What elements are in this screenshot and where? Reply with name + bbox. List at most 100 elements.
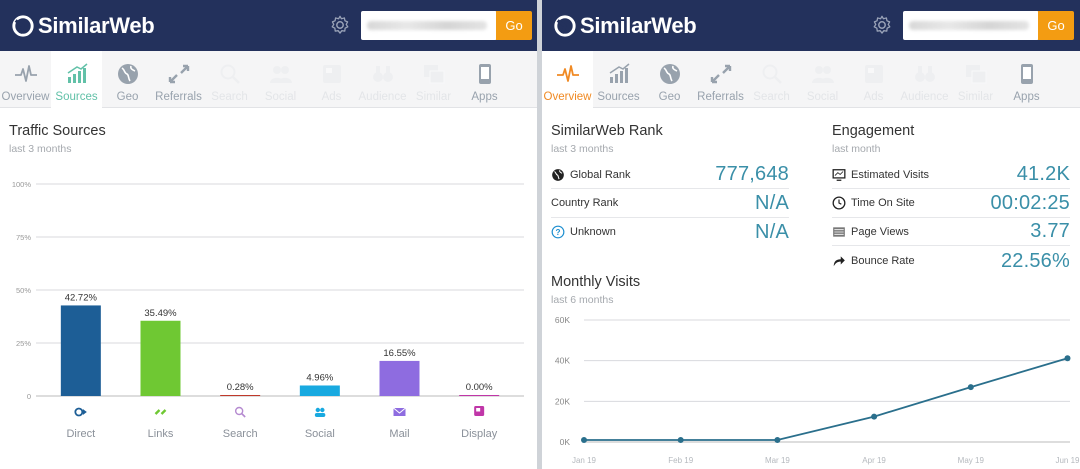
tab-label: Audience bbox=[358, 91, 407, 103]
traffic-sources-title: Traffic Sources bbox=[9, 123, 106, 139]
tab-social[interactable]: Social bbox=[797, 51, 848, 108]
metric-label-text: Bounce Rate bbox=[851, 255, 915, 268]
tab-label: Geo bbox=[658, 91, 681, 103]
tab-label: Overview bbox=[543, 91, 592, 103]
tab-geo[interactable]: Geo bbox=[644, 51, 695, 108]
monthly-visits-subtitle: last 6 months bbox=[551, 294, 614, 306]
question-icon: ? bbox=[551, 225, 565, 239]
metric-value: 22.56% bbox=[1000, 249, 1070, 272]
logo[interactable]: SimilarWeb bbox=[554, 12, 697, 40]
bar-search[interactable] bbox=[220, 395, 261, 396]
y-tick-label: 25% bbox=[16, 339, 31, 348]
arrows-icon bbox=[168, 64, 189, 84]
tab-similar[interactable]: Similar bbox=[950, 51, 1001, 108]
globe-icon bbox=[117, 64, 138, 84]
tab-geo[interactable]: Geo bbox=[102, 51, 153, 108]
bar-growth-icon bbox=[67, 63, 87, 83]
metric-row: Bounce Rate 22.56% bbox=[832, 247, 1070, 275]
tab-audience[interactable]: Audience bbox=[899, 51, 950, 108]
tab-sources[interactable]: Sources bbox=[51, 51, 102, 108]
tab-label: Similar bbox=[415, 91, 452, 103]
metric-label: Time On Site bbox=[832, 196, 915, 210]
tab-label: Social bbox=[806, 91, 839, 103]
tab-search[interactable]: Search bbox=[204, 51, 255, 108]
x-tick-label: Feb 19 bbox=[668, 456, 693, 465]
metric-label-text: Country Rank bbox=[551, 197, 619, 210]
data-point[interactable] bbox=[677, 436, 684, 443]
metric-row: Time On Site 00:02:25 bbox=[832, 190, 1070, 218]
tab-label: Search bbox=[211, 91, 248, 103]
search-input[interactable] bbox=[361, 11, 497, 40]
tab-overview[interactable]: Overview bbox=[0, 51, 51, 108]
bar-display[interactable] bbox=[459, 395, 500, 396]
logo[interactable]: SimilarWeb bbox=[12, 12, 155, 40]
metric-row: Global Rank 777,648 bbox=[551, 161, 789, 189]
magnifier-icon bbox=[762, 64, 782, 84]
metric-value: 777,648 bbox=[715, 163, 789, 185]
data-point[interactable] bbox=[774, 436, 781, 443]
pages-icon bbox=[833, 227, 845, 237]
x-category-label: Search bbox=[223, 428, 258, 440]
bar-mail[interactable] bbox=[379, 360, 420, 396]
metric-label-text: Estimated Visits bbox=[851, 168, 930, 181]
metric-value: 00:02:25 bbox=[990, 191, 1070, 214]
tab-label: Search bbox=[753, 91, 790, 103]
x-tick-label: Jan 19 bbox=[572, 456, 597, 465]
y-tick-label: 40K bbox=[555, 356, 570, 366]
right-panel: SimilarWeb Go Overview Sources Geo Referral… bbox=[542, 0, 1080, 469]
data-point[interactable] bbox=[967, 384, 974, 391]
binoculars-icon bbox=[372, 66, 393, 82]
x-tick-label: Jun 19 bbox=[1055, 456, 1080, 465]
tab-ads[interactable]: Ads bbox=[848, 51, 899, 108]
direct-icon bbox=[74, 407, 87, 417]
bar-value-label: 16.55% bbox=[383, 348, 416, 359]
go-button[interactable]: Go bbox=[1038, 11, 1074, 40]
bar-direct[interactable] bbox=[60, 305, 101, 396]
site-search[interactable] bbox=[903, 11, 1039, 40]
search-input[interactable] bbox=[903, 11, 1039, 40]
tab-ads[interactable]: Ads bbox=[306, 51, 357, 108]
go-button[interactable]: Go bbox=[496, 11, 532, 40]
data-point[interactable] bbox=[1064, 355, 1071, 362]
y-tick-label: 60K bbox=[555, 315, 570, 325]
monthly-visits-title: Monthly Visits bbox=[551, 274, 641, 290]
tab-referrals[interactable]: Referrals bbox=[153, 51, 204, 108]
site-search[interactable] bbox=[361, 11, 497, 40]
bar-links[interactable] bbox=[140, 320, 181, 396]
bar-social[interactable] bbox=[299, 385, 340, 396]
gear-icon[interactable] bbox=[329, 14, 351, 36]
tab-apps[interactable]: Apps bbox=[1001, 51, 1052, 108]
tab-overview[interactable]: Overview bbox=[542, 51, 593, 108]
tab-search[interactable]: Search bbox=[746, 51, 797, 108]
metric-label: Estimated Visits bbox=[832, 168, 929, 182]
metric-row: ? Unknown N/A bbox=[551, 218, 789, 246]
gear-icon[interactable] bbox=[871, 14, 893, 36]
people-icon bbox=[269, 66, 292, 83]
tab-audience[interactable]: Audience bbox=[357, 51, 408, 108]
brand-name: SimilarWeb bbox=[580, 13, 697, 38]
data-point[interactable] bbox=[871, 413, 878, 420]
y-tick-label: 100% bbox=[12, 180, 32, 189]
tab-sources[interactable]: Sources bbox=[593, 51, 644, 108]
clock-icon bbox=[832, 196, 846, 210]
data-point[interactable] bbox=[581, 436, 587, 443]
section-nav: Overview Sources Geo Referrals Search Social A… bbox=[0, 51, 537, 108]
bar-value-label: 35.49% bbox=[144, 308, 177, 319]
tab-similar[interactable]: Similar bbox=[408, 51, 459, 108]
monitor-icon bbox=[832, 168, 846, 181]
binoculars-icon bbox=[914, 66, 935, 82]
tab-social[interactable]: Social bbox=[255, 51, 306, 108]
tab-label: Overview bbox=[1, 91, 50, 103]
rank-title: SimilarWeb Rank bbox=[551, 123, 663, 139]
metric-label-text: Page Views bbox=[851, 225, 909, 238]
tab-referrals[interactable]: Referrals bbox=[695, 51, 746, 108]
links-icon bbox=[154, 409, 167, 415]
section-nav: Overview Sources Geo Referrals Search Social A… bbox=[542, 51, 1080, 108]
social-icon bbox=[314, 407, 326, 417]
tab-label: Ads bbox=[321, 91, 342, 103]
tab-apps[interactable]: Apps bbox=[459, 51, 510, 108]
x-category-label: Direct bbox=[66, 428, 95, 440]
metric-value: 3.77 bbox=[1030, 220, 1070, 243]
windows-icon bbox=[965, 65, 986, 84]
metric-label-text: Unknown bbox=[570, 226, 616, 239]
